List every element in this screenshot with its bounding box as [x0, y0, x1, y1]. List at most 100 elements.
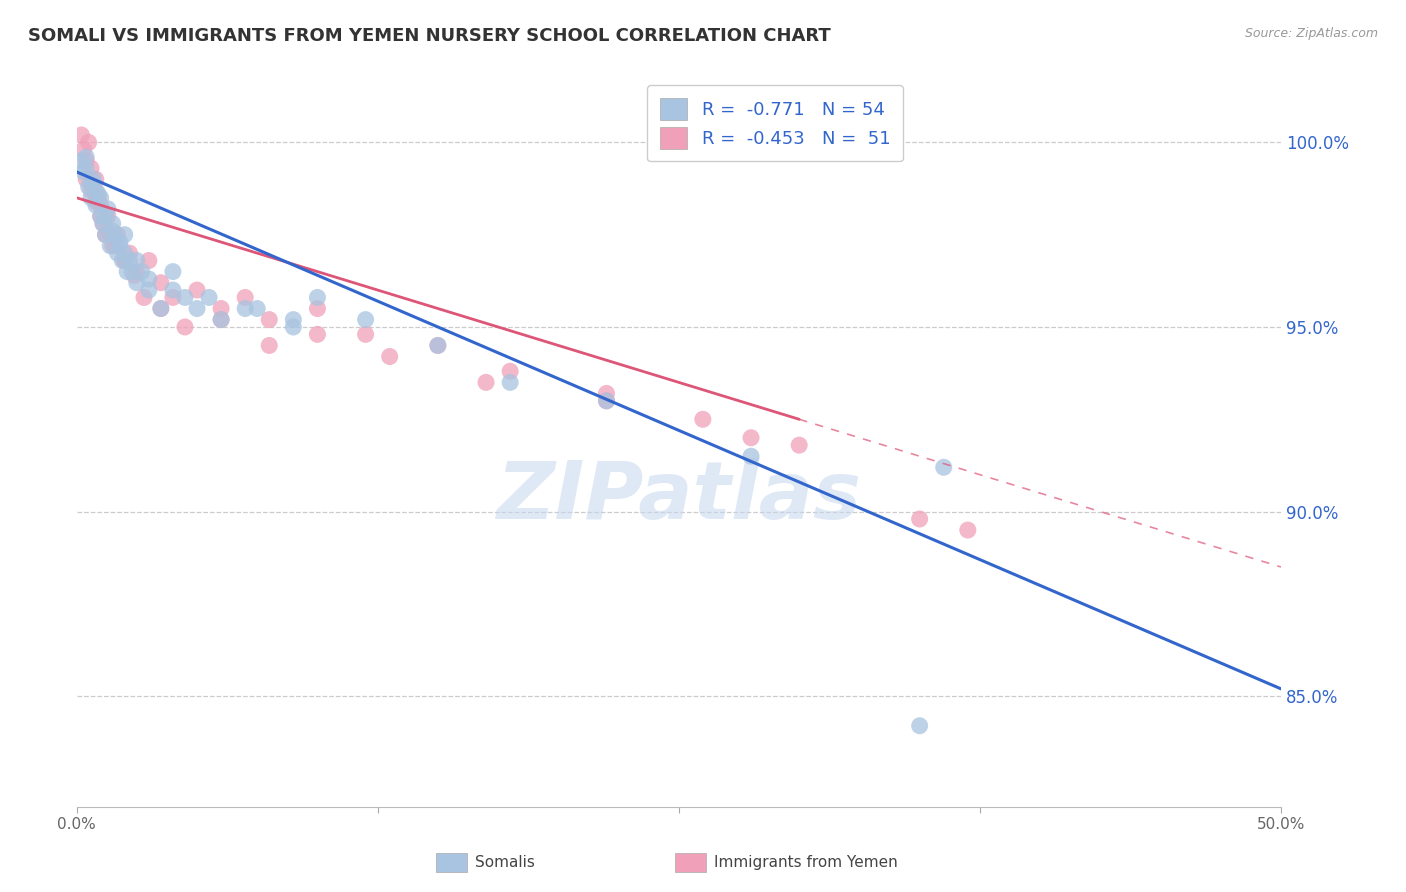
- Point: [77, 179, 100, 194]
- Point: [84, 198, 107, 212]
- Point: [138, 283, 160, 297]
- Point: [692, 412, 714, 426]
- Point: [908, 719, 931, 733]
- Point: [75, 153, 97, 168]
- Point: [259, 338, 281, 352]
- Point: [104, 239, 127, 253]
- Point: [932, 460, 955, 475]
- Point: [149, 276, 172, 290]
- Point: [87, 191, 110, 205]
- Point: [101, 239, 124, 253]
- Point: [132, 290, 155, 304]
- Text: SOMALI VS IMMIGRANTS FROM YEMEN NURSERY SCHOOL CORRELATION CHART: SOMALI VS IMMIGRANTS FROM YEMEN NURSERY …: [28, 27, 831, 45]
- Point: [162, 264, 184, 278]
- Point: [87, 187, 110, 202]
- Point: [149, 301, 172, 316]
- Point: [121, 264, 143, 278]
- Point: [118, 253, 141, 268]
- Point: [378, 350, 401, 364]
- Point: [198, 290, 221, 304]
- Point: [595, 393, 617, 408]
- Point: [307, 301, 329, 316]
- Point: [84, 194, 107, 209]
- Point: [107, 246, 129, 260]
- Point: [104, 227, 127, 242]
- Point: [77, 136, 100, 150]
- Point: [354, 327, 377, 342]
- Point: [80, 176, 103, 190]
- Point: [426, 338, 449, 352]
- Point: [595, 393, 617, 408]
- Point: [91, 217, 114, 231]
- Point: [80, 183, 103, 197]
- Point: [80, 191, 103, 205]
- Point: [107, 227, 129, 242]
- Point: [75, 172, 97, 186]
- Point: [162, 283, 184, 297]
- Point: [233, 301, 256, 316]
- Point: [90, 191, 112, 205]
- Point: [94, 209, 117, 223]
- Text: Immigrants from Yemen: Immigrants from Yemen: [714, 855, 898, 870]
- Point: [740, 449, 762, 463]
- Point: [114, 253, 136, 268]
- Point: [98, 239, 121, 253]
- Text: Somalis: Somalis: [475, 855, 536, 870]
- Point: [125, 264, 148, 278]
- Point: [233, 290, 256, 304]
- Point: [354, 312, 377, 326]
- Point: [118, 246, 141, 260]
- Point: [740, 431, 762, 445]
- Point: [125, 253, 148, 268]
- Point: [108, 239, 131, 253]
- Point: [97, 209, 120, 223]
- Point: [108, 235, 131, 249]
- Point: [186, 283, 208, 297]
- Point: [82, 172, 104, 186]
- Point: [101, 217, 124, 231]
- Point: [114, 246, 136, 260]
- Legend: R =  -0.771   N = 54, R =  -0.453   N =  51: R = -0.771 N = 54, R = -0.453 N = 51: [647, 85, 903, 161]
- Point: [97, 224, 120, 238]
- Point: [84, 172, 107, 186]
- Point: [70, 128, 93, 142]
- Point: [475, 376, 498, 390]
- Point: [787, 438, 810, 452]
- Point: [84, 183, 107, 197]
- Point: [73, 143, 96, 157]
- Point: [259, 312, 281, 326]
- Point: [80, 161, 103, 176]
- Point: [209, 312, 232, 326]
- Point: [283, 320, 305, 334]
- Point: [114, 253, 136, 268]
- Point: [111, 253, 134, 268]
- Point: [131, 264, 153, 278]
- Point: [114, 227, 136, 242]
- Point: [90, 198, 112, 212]
- Point: [149, 301, 172, 316]
- Point: [209, 312, 232, 326]
- Point: [101, 224, 124, 238]
- Point: [75, 161, 97, 176]
- Point: [908, 512, 931, 526]
- Text: ZIPatlas: ZIPatlas: [496, 458, 862, 536]
- Point: [283, 312, 305, 326]
- Point: [124, 268, 146, 283]
- Point: [138, 272, 160, 286]
- Point: [307, 327, 329, 342]
- Point: [174, 290, 197, 304]
- Point: [115, 264, 138, 278]
- Point: [90, 209, 112, 223]
- Point: [75, 150, 97, 164]
- Point: [499, 376, 522, 390]
- Point: [125, 276, 148, 290]
- Point: [595, 386, 617, 401]
- Point: [956, 523, 979, 537]
- Point: [73, 165, 96, 179]
- Point: [499, 364, 522, 378]
- Point: [162, 290, 184, 304]
- Point: [91, 217, 114, 231]
- Point: [97, 202, 120, 216]
- Point: [307, 290, 329, 304]
- Point: [94, 227, 117, 242]
